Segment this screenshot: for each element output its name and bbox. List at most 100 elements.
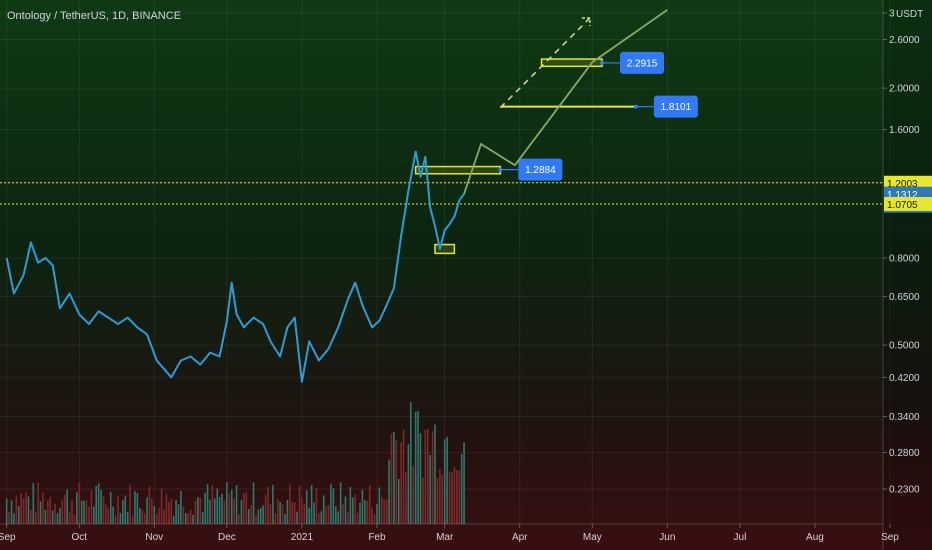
volume-bar [56, 513, 59, 524]
y-tick-label: 0.2800 [889, 448, 920, 459]
volume-bar [17, 506, 20, 524]
volume-bar [25, 492, 27, 524]
volume-bar [228, 493, 231, 524]
volume-bar [320, 511, 323, 524]
x-tick-label: Mar [436, 532, 454, 543]
volume-bar [221, 493, 223, 524]
target-box [434, 243, 456, 255]
volume-bar [42, 492, 44, 524]
volume-bar [240, 499, 243, 524]
y-unit-label: USDT [896, 9, 923, 20]
volume-bar [204, 492, 206, 524]
volume-bar [30, 509, 32, 524]
volume-bar [54, 503, 56, 524]
volume-bar [201, 511, 204, 524]
volume-bar [259, 507, 262, 524]
volume-bar [308, 507, 310, 524]
volume-bar [71, 500, 73, 524]
volume-bar [218, 496, 221, 524]
volume-bar [37, 482, 39, 524]
volume-bar [351, 497, 354, 524]
volume-bar [245, 492, 248, 524]
volume-bar [143, 513, 146, 524]
volume-bar [286, 500, 289, 524]
volume-bar [402, 429, 405, 524]
volume-bars [5, 402, 465, 524]
current-price-badge-text: 1.1312 [887, 190, 918, 201]
volume-bar [8, 511, 10, 524]
volume-bar [93, 506, 95, 524]
volume-bar [47, 500, 49, 524]
volume-bar [380, 497, 383, 524]
y-tick-label: 3 [889, 9, 895, 20]
volume-bar [272, 484, 274, 524]
volume-bar [76, 492, 78, 524]
volume-bar [117, 495, 119, 524]
y-tick-label: 0.3400 [889, 412, 920, 423]
volume-bar [274, 513, 277, 524]
volume-bar [97, 483, 100, 524]
callout-dot [633, 104, 638, 109]
volume-bar [134, 491, 136, 524]
volume-bar [366, 500, 369, 524]
volume-bar [141, 510, 143, 524]
volume-bar [206, 484, 209, 524]
volume-bar [32, 483, 35, 524]
volume-bar [109, 491, 112, 524]
volume-bar [342, 504, 344, 524]
volume-bar [337, 511, 340, 524]
volume-bar [262, 505, 264, 524]
x-tick-label: Sep [0, 532, 16, 543]
target-box [414, 165, 502, 175]
x-tick-label: Nov [145, 532, 163, 543]
y-tick-label: 0.6500 [889, 292, 920, 303]
volume-bar [155, 513, 158, 524]
volume-bar [223, 500, 226, 524]
volume-bar [15, 495, 18, 524]
volume-bar [443, 439, 446, 524]
volume-bar [318, 512, 320, 524]
x-tick-label: Sep [881, 532, 899, 543]
volume-bar [339, 482, 342, 524]
volume-bar [441, 474, 444, 524]
volume-bar [284, 513, 286, 524]
volume-bar [289, 484, 291, 524]
volume-bar [400, 442, 402, 524]
volume-bar [412, 465, 415, 524]
volume-bar [100, 489, 102, 524]
volume-bar [51, 510, 54, 524]
volume-bar [22, 498, 25, 524]
volume-bar [124, 495, 127, 524]
volume-bar [383, 499, 385, 524]
volume-bar [243, 492, 245, 524]
volume-bar [83, 500, 85, 524]
volume-bar [376, 503, 378, 524]
price-axis-panel [883, 0, 932, 550]
volume-bar [451, 472, 453, 524]
volume-bar [177, 504, 180, 524]
volume-bar [310, 484, 313, 524]
volume-bar [235, 485, 238, 524]
volume-bar [39, 501, 42, 524]
x-tick-label: Feb [368, 532, 386, 543]
volume-bar [305, 490, 308, 524]
volume-bar [230, 489, 233, 524]
volume-bar [80, 500, 83, 524]
volume-bar [129, 484, 131, 524]
volume-bar [172, 515, 175, 524]
volume-bar [364, 500, 366, 524]
volume-bar [429, 455, 431, 524]
upper-level-badge [884, 175, 932, 190]
callout-badge [653, 95, 698, 118]
volume-bar [189, 509, 192, 524]
volume-bar [13, 513, 15, 524]
y-tick-label: 0.8000 [889, 253, 920, 264]
annotations[interactable]: 1.2884 1.8101 2.2915 [414, 51, 698, 255]
volume-bar [175, 500, 177, 524]
volume-bar [269, 503, 272, 524]
volume-bar [63, 494, 66, 524]
volume-bar [410, 402, 412, 524]
